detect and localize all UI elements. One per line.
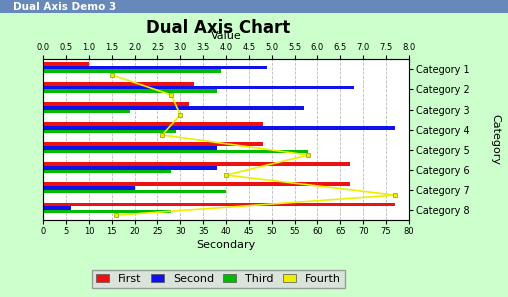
Bar	[43, 170, 171, 173]
Bar	[43, 126, 395, 129]
Bar	[43, 110, 130, 113]
Bar	[43, 106, 304, 110]
Bar	[43, 62, 89, 66]
Bar	[43, 206, 71, 210]
Bar	[43, 203, 395, 206]
Bar	[43, 150, 308, 153]
Legend: First, Second, Third, Fourth: First, Second, Third, Fourth	[91, 270, 345, 288]
Bar	[43, 166, 217, 170]
Bar	[43, 210, 171, 213]
Bar	[43, 142, 263, 146]
Bar	[43, 66, 267, 69]
X-axis label: Value: Value	[211, 31, 241, 41]
Bar	[43, 182, 350, 186]
Text: Category: Category	[490, 114, 500, 165]
Bar	[43, 122, 263, 126]
Bar	[43, 89, 217, 93]
X-axis label: Secondary: Secondary	[197, 240, 256, 250]
Bar	[43, 129, 176, 133]
Bar	[43, 82, 194, 86]
Bar	[43, 146, 217, 150]
Bar	[43, 162, 350, 166]
Bar	[43, 186, 135, 190]
Bar	[43, 69, 221, 73]
Bar	[43, 102, 189, 106]
Bar	[43, 86, 354, 89]
Text: Dual Axis Chart: Dual Axis Chart	[146, 19, 291, 37]
Text: Dual Axis Demo 3: Dual Axis Demo 3	[13, 2, 116, 12]
Bar	[43, 190, 226, 193]
